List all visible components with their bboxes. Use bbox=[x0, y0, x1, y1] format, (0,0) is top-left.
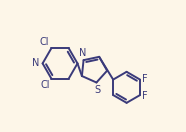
Text: F: F bbox=[142, 74, 148, 84]
Text: F: F bbox=[142, 91, 148, 101]
Text: N: N bbox=[79, 48, 87, 58]
Text: N: N bbox=[32, 58, 40, 68]
Text: S: S bbox=[94, 85, 100, 95]
Text: Cl: Cl bbox=[40, 37, 49, 47]
Text: Cl: Cl bbox=[41, 80, 50, 90]
